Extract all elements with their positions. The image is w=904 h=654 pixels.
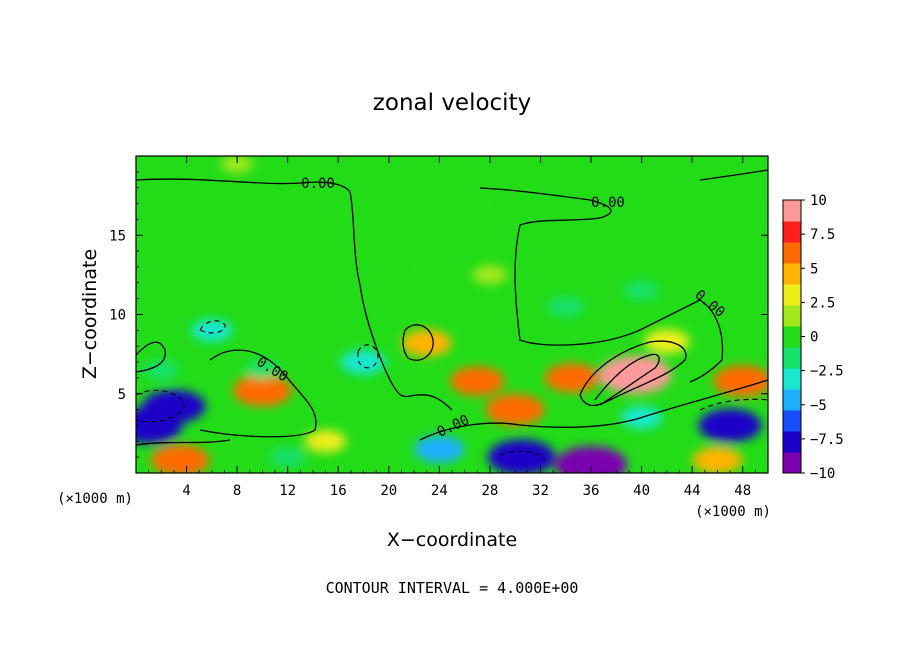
x-unit-label-left: (×1000 m) xyxy=(57,491,133,507)
colorbar-tick-label: 5 xyxy=(810,261,818,277)
x-tick-label: 16 xyxy=(330,483,347,499)
colorbar-swatch xyxy=(783,368,801,390)
field-feature xyxy=(245,360,280,380)
colorbar-swatch xyxy=(783,410,801,432)
colorbar-swatch xyxy=(783,221,801,243)
x-axis-ticks: 4 8 12 16 20 24 28 32 36 40 44 48 xyxy=(148,156,756,499)
field-feature xyxy=(269,446,307,468)
field-feature xyxy=(485,393,545,426)
colorbar-tick-label: 10 xyxy=(810,193,827,209)
field-feature xyxy=(150,444,210,473)
contour-left-jet xyxy=(199,349,317,438)
x-unit-label-right: (×1000 m) xyxy=(695,504,771,520)
colorbar-swatch xyxy=(783,452,801,474)
field-feature xyxy=(191,319,233,342)
contour-zero-left xyxy=(136,178,453,411)
x-tick-label: 44 xyxy=(684,483,701,499)
heatmap-field xyxy=(136,156,768,473)
field-feature xyxy=(713,365,768,397)
field-features xyxy=(136,156,768,473)
colorbar-swatch xyxy=(783,389,801,411)
chart-title: zonal velocity xyxy=(373,90,531,116)
field-feature xyxy=(599,355,672,394)
field-feature xyxy=(487,439,556,473)
colorbar-swatch xyxy=(783,263,801,285)
x-tick-label: 48 xyxy=(734,483,751,499)
x-tick-label: 12 xyxy=(279,483,296,499)
contour-left-edge xyxy=(136,341,166,373)
field-feature xyxy=(555,446,628,473)
x-tick-label: 36 xyxy=(583,483,600,499)
field-feature xyxy=(450,366,505,396)
field-feature xyxy=(547,296,585,317)
contour-lines-negative xyxy=(136,320,768,461)
contour-neg-4 xyxy=(699,398,768,411)
x-tick-label: 8 xyxy=(233,483,241,499)
contour-lines xyxy=(136,169,768,446)
contour-label: 0.00 xyxy=(301,176,335,192)
colorbar-swatch xyxy=(783,347,801,369)
y-tick-label: 10 xyxy=(109,308,126,324)
field-feature xyxy=(414,435,465,463)
field-feature xyxy=(373,258,404,276)
contour-right-jet-inner xyxy=(594,353,660,406)
contour-neg-3 xyxy=(136,389,186,423)
contour-zero-right xyxy=(479,187,724,383)
field-feature xyxy=(340,349,387,375)
colorbar-swatch xyxy=(783,200,801,222)
contour-lower-left xyxy=(136,439,231,446)
x-tick-label: 24 xyxy=(431,483,448,499)
colorbar-swatch xyxy=(783,284,801,306)
contour-neg-2 xyxy=(357,344,379,369)
y-axis-ticks: 5 10 15 xyxy=(109,171,768,458)
contour-lower-band xyxy=(419,379,768,441)
colorbar-tick-label: −10 xyxy=(810,466,835,482)
contour-label: 0.00 xyxy=(591,195,625,211)
contour-zero-top-right xyxy=(699,169,768,181)
x-axis-label: X−coordinate xyxy=(387,529,517,551)
contour-center-blob xyxy=(402,324,434,361)
x-tick-label: 40 xyxy=(633,483,650,499)
contour-neg-1 xyxy=(199,320,226,334)
colorbar-tick-label: 7.5 xyxy=(810,227,835,243)
field-feature xyxy=(208,242,241,260)
colorbar-tick-label: −5 xyxy=(810,398,827,414)
field-feature xyxy=(142,359,180,381)
colorbar-swatch xyxy=(783,431,801,453)
colorbar-swatch xyxy=(783,242,801,264)
colorbar-tick-label: −2.5 xyxy=(810,364,844,380)
contour-interval-note: CONTOUR INTERVAL = 4.000E+00 xyxy=(326,579,579,597)
x-tick-label: 20 xyxy=(380,483,397,499)
y-axis-label: Z−coordinate xyxy=(79,249,101,379)
x-tick-label: 4 xyxy=(182,483,190,499)
field-feature xyxy=(305,430,347,453)
field-feature xyxy=(472,265,508,285)
x-tick-label: 28 xyxy=(481,483,498,499)
field-feature xyxy=(220,156,254,174)
contour-neg-5 xyxy=(499,450,546,461)
field-feature xyxy=(624,281,659,301)
colorbar-tick-label: −7.5 xyxy=(810,432,844,448)
field-feature xyxy=(233,374,292,407)
field-feature xyxy=(692,446,743,473)
y-tick-label: 15 xyxy=(109,228,126,244)
colorbar-swatch xyxy=(783,305,801,327)
field-feature xyxy=(698,408,762,443)
field-feature xyxy=(136,407,183,444)
colorbar: 10 7.5 5 2.5 0 −2.5 −5 −7.5 −10 xyxy=(782,193,844,482)
colorbar-swatch xyxy=(783,326,801,348)
colorbar-tick-label: 0 xyxy=(810,330,818,346)
colorbar-tick-label: 2.5 xyxy=(810,295,835,311)
x-tick-label: 32 xyxy=(532,483,549,499)
field-background xyxy=(136,156,768,473)
field-feature xyxy=(500,195,531,213)
y-tick-label: 5 xyxy=(118,387,126,403)
field-feature xyxy=(401,329,452,357)
